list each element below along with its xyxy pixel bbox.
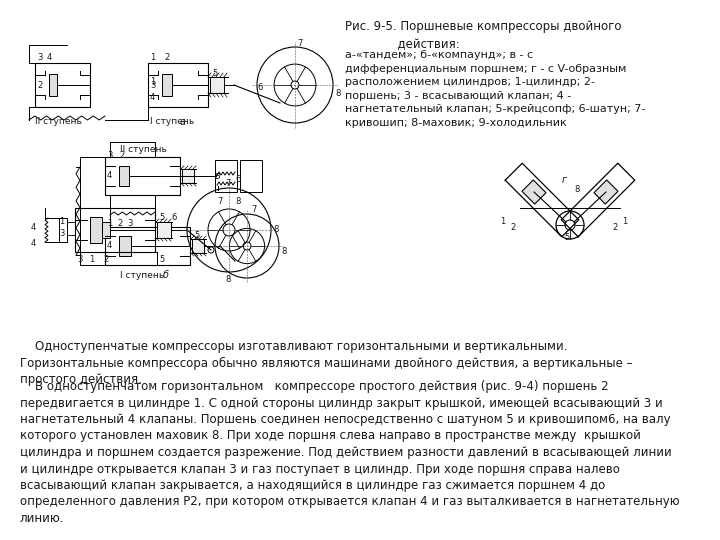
Text: 3: 3 (59, 230, 64, 239)
Text: 6: 6 (235, 176, 240, 185)
Bar (119, 236, 131, 256)
Text: а: а (180, 117, 186, 127)
Bar (148, 63, 208, 107)
Circle shape (243, 242, 251, 250)
Text: 8: 8 (574, 186, 580, 194)
Text: 2: 2 (612, 224, 617, 233)
Bar (105, 157, 180, 195)
Text: 2: 2 (103, 255, 108, 265)
Text: II ступень: II ступень (120, 145, 167, 153)
Text: 2: 2 (119, 151, 125, 159)
Polygon shape (594, 180, 618, 204)
Text: 1: 1 (622, 218, 627, 226)
Text: 7: 7 (225, 179, 230, 188)
Text: 8: 8 (235, 197, 240, 206)
Bar (75, 208, 155, 252)
Text: I ступень: I ступень (120, 271, 164, 280)
Bar (210, 77, 224, 93)
Text: 1: 1 (107, 219, 112, 227)
Text: 2: 2 (37, 80, 42, 90)
Text: 5: 5 (159, 213, 164, 222)
Text: в: в (215, 171, 221, 181)
Circle shape (208, 247, 214, 253)
Text: б: б (163, 270, 169, 280)
Text: 5: 5 (159, 255, 164, 265)
Text: 2: 2 (510, 224, 516, 233)
Text: 4: 4 (150, 92, 156, 102)
Text: 3: 3 (77, 255, 82, 265)
Text: 1: 1 (59, 218, 64, 226)
Text: 1: 1 (150, 77, 156, 85)
Circle shape (223, 224, 235, 236)
Text: 8: 8 (273, 226, 279, 234)
Text: 7: 7 (217, 197, 222, 206)
Text: 3: 3 (37, 53, 42, 63)
Bar (102, 222, 110, 238)
Text: 8: 8 (225, 275, 230, 285)
Bar (162, 74, 172, 96)
Bar (119, 166, 129, 186)
Bar (105, 227, 190, 265)
Text: 2: 2 (117, 219, 122, 227)
Text: Одноступенчатые компрессоры изготавливают горизонтальными и вертикальными.
Гориз: Одноступенчатые компрессоры изготавливаю… (20, 340, 632, 386)
Text: 7: 7 (251, 206, 256, 214)
Bar (59, 218, 67, 242)
Bar (49, 74, 57, 96)
Text: 3: 3 (107, 151, 112, 159)
Text: II ступень: II ступень (35, 117, 82, 126)
Bar (157, 222, 171, 238)
Text: I ступень: I ступень (150, 117, 194, 126)
Text: 3: 3 (150, 80, 156, 90)
Text: а-«тандем»; б-«компаунд»; в - с
дифференциальным поршнем; г - с V-образным
распо: а-«тандем»; б-«компаунд»; в - с дифферен… (345, 50, 645, 128)
Text: 1: 1 (89, 255, 94, 265)
Text: 8: 8 (335, 89, 341, 98)
Bar (192, 239, 204, 253)
Circle shape (565, 220, 575, 230)
Bar (215, 160, 237, 192)
Text: Рис. 9-5. Поршневые компрессоры двойного
              действия:: Рис. 9-5. Поршневые компрессоры двойного… (345, 20, 621, 51)
Text: 5: 5 (212, 69, 217, 78)
Text: 4: 4 (107, 241, 112, 251)
Bar (182, 169, 194, 183)
Bar (240, 160, 262, 192)
Text: 1: 1 (150, 53, 156, 63)
Text: 6: 6 (257, 84, 262, 92)
Text: г: г (562, 175, 567, 185)
Polygon shape (522, 180, 546, 204)
Text: 4: 4 (31, 240, 36, 248)
Bar (90, 217, 102, 243)
Text: 4: 4 (47, 53, 53, 63)
Text: В одноступенчатом горизонтальном   компрессоре простого действия (рис. 9-4) порш: В одноступенчатом горизонтальном компрес… (20, 380, 680, 525)
Circle shape (291, 81, 299, 89)
Text: 5: 5 (564, 233, 570, 242)
Text: 3: 3 (127, 219, 132, 227)
Text: 4: 4 (107, 172, 112, 180)
Text: 2: 2 (164, 53, 169, 63)
Text: 5: 5 (194, 232, 199, 240)
Text: 6: 6 (171, 213, 176, 222)
Text: 7: 7 (297, 38, 302, 48)
Text: 4: 4 (31, 224, 36, 233)
Text: 8: 8 (281, 247, 287, 256)
Bar (35, 63, 90, 107)
Text: 1: 1 (500, 218, 505, 226)
